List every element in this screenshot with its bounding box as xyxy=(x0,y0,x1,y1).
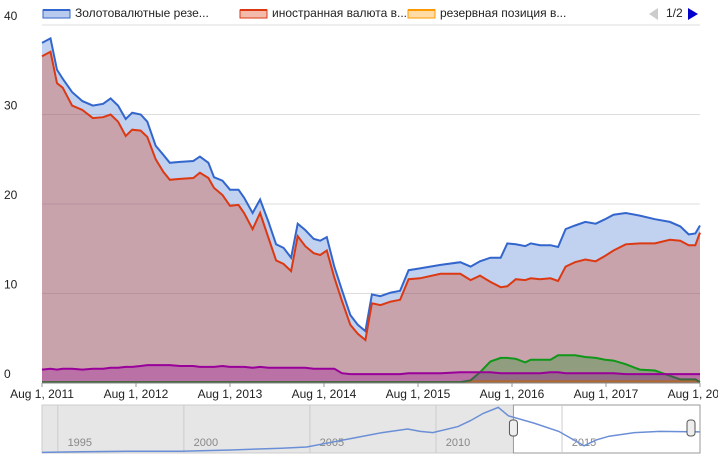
navigator-tick-label: 1995 xyxy=(68,437,92,449)
legend-label: резервная позиция в... xyxy=(440,6,566,20)
area xyxy=(42,355,700,383)
y-tick-label: 40 xyxy=(4,9,18,23)
pager-next[interactable] xyxy=(688,8,698,20)
x-tick-label: Aug 1, 2014 xyxy=(292,387,357,401)
navigator-window xyxy=(512,404,701,454)
legend-label: иностранная валюта в... xyxy=(272,6,407,20)
x-tick-label: Aug 1, 2011 xyxy=(10,387,74,401)
navigator-handle[interactable] xyxy=(686,419,696,437)
navigator-tick-label: 2010 xyxy=(446,437,470,449)
navigator-tick-label: 2015 xyxy=(572,437,596,449)
legend-swatch xyxy=(42,9,71,19)
line xyxy=(41,50,701,342)
area xyxy=(42,365,700,383)
area xyxy=(42,38,700,384)
legend-swatch xyxy=(239,9,268,19)
legend-swatch xyxy=(407,9,436,19)
navigator-handle[interactable] xyxy=(508,419,518,437)
y-tick-label: 0 xyxy=(4,367,11,381)
x-tick-label: Aug 1, 2017 xyxy=(574,387,639,401)
line xyxy=(41,36,701,333)
x-tick-label: Aug 1, 2013 xyxy=(198,387,263,401)
x-tick-label: Aug 1, 2018 xyxy=(668,387,718,401)
y-tick-label: 20 xyxy=(4,188,18,202)
x-tick-label: Aug 1, 2015 xyxy=(386,387,451,401)
y-tick-label: 30 xyxy=(4,99,18,113)
x-tick-label: Aug 1, 2016 xyxy=(480,387,545,401)
navigator-tick-label: 2000 xyxy=(194,437,218,449)
pager-label: 1/2 xyxy=(666,6,683,20)
line xyxy=(42,354,701,384)
area xyxy=(42,51,700,384)
y-tick-label: 10 xyxy=(4,278,18,292)
line xyxy=(41,364,700,376)
x-tick-label: Aug 1, 2012 xyxy=(104,387,169,401)
pager-prev[interactable] xyxy=(649,8,658,20)
legend-label: Золотовалютные резе... xyxy=(75,6,209,20)
navigator-line xyxy=(41,406,701,454)
legend: Золотовалютные резе... иностранная валюта… xyxy=(42,6,566,20)
